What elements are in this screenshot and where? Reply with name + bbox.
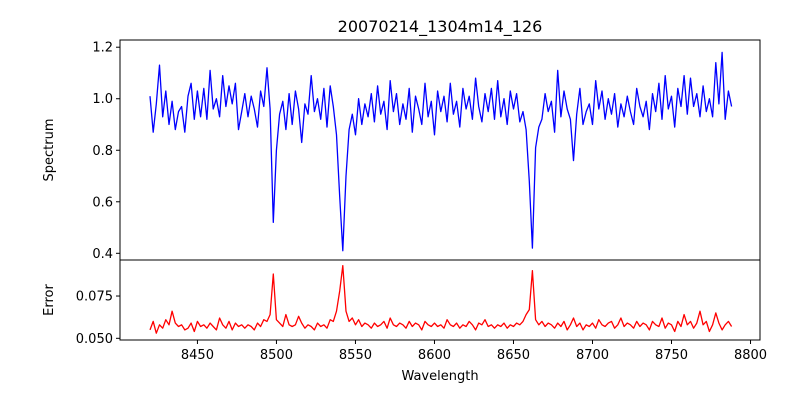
spectrum-ylabel: Spectrum [42,119,57,182]
xtick-label: 8700 [576,348,609,363]
spectrum-ytick-label: 0.8 [92,144,113,159]
error-ytick-label: 0.050 [76,332,113,347]
spectrum-axes: 0.4 0.6 0.8 1.0 1.2 [92,39,761,262]
xtick-label: 8600 [418,348,451,363]
xtick-label: 8800 [734,348,767,363]
spectrum-ytick-label: 0.4 [92,247,113,262]
spectrum-line [149,51,733,252]
error-axes: 0.050 0.075 8450 8500 8550 8600 8650 8700 8750 88… [76,259,767,363]
error-ytick-label: 0.075 [76,290,113,305]
spectrum-ytick-label: 1.2 [92,41,113,56]
xtick-label: 8650 [497,348,530,363]
chart-title: 20070214_1304m14_126 [338,17,543,37]
xtick-label: 8550 [339,348,372,363]
error-axes-frame [119,259,761,341]
xtick-label: 8750 [655,348,688,363]
xtick-label: 8500 [260,348,293,363]
spectrum-ytick-label: 1.0 [92,92,113,107]
error-ylabel: Error [42,284,57,316]
spectrum-ytick-label: 0.6 [92,195,113,210]
xlabel: Wavelength [401,369,478,384]
error-line [149,264,733,334]
xtick-label: 8450 [181,348,214,363]
